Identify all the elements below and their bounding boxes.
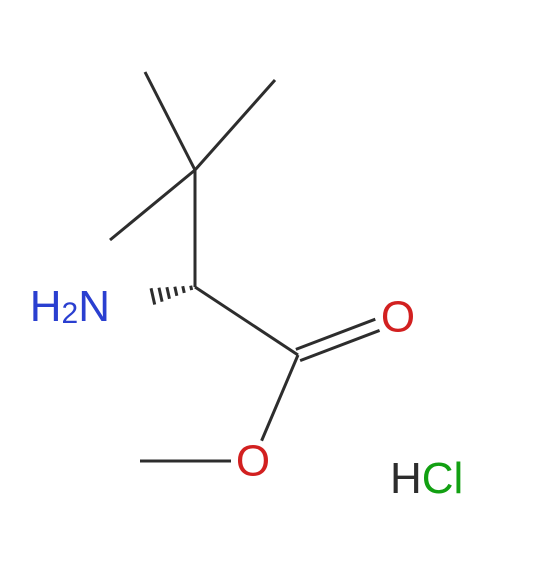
atom-label-O-dbl: O xyxy=(381,293,415,342)
hash-3 xyxy=(167,287,170,299)
bond-C_t-Me_t1_end xyxy=(110,170,195,240)
bonds-group xyxy=(110,72,380,461)
hash-2 xyxy=(175,287,177,296)
bond-C_carbonyl-O_dbl-a xyxy=(300,330,379,360)
hash-0 xyxy=(191,286,192,290)
bond-C_t-Me_t3_end xyxy=(195,80,275,170)
hash-5 xyxy=(151,288,155,304)
hcl-label: HCl xyxy=(390,454,463,503)
labels-group: O O H2N HCl xyxy=(30,282,464,503)
hash-1 xyxy=(183,286,185,293)
atom-label-NH2: H2N xyxy=(30,282,110,331)
bond-C_t-Me_t2_end xyxy=(145,72,195,170)
bond-C_carbonyl-O_ester xyxy=(262,355,298,441)
atom-label-O-ester: O xyxy=(236,437,270,486)
bond-C_alpha-C_carbonyl xyxy=(195,287,298,355)
molecule-svg: O O H2N HCl xyxy=(0,0,534,578)
bond-C_carbonyl-O_dbl-b xyxy=(296,319,375,349)
hash-4 xyxy=(159,288,162,302)
